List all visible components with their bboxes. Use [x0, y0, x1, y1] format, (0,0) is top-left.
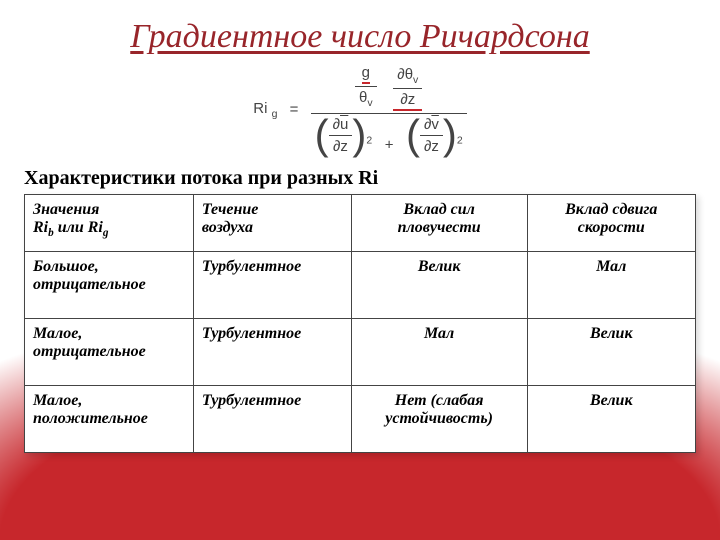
cell-shear: Мал	[527, 251, 695, 318]
equals-sign: =	[282, 101, 307, 118]
cell-buoyancy: Велик	[351, 251, 527, 318]
cell-values: Малое,отрицательное	[25, 318, 194, 385]
cell-buoyancy: Нет (слабаяустойчивость)	[351, 385, 527, 452]
table-caption: Характеристики потока при разных Ri	[24, 167, 696, 190]
richardson-formula: Ri g = g θv ∂θv ∂z (	[24, 64, 696, 155]
formula-main-fraction: g θv ∂θv ∂z ( ∂u ∂z )	[311, 64, 467, 155]
cell-flow: Турбулентное	[193, 318, 351, 385]
header-buoyancy: Вклад силпловучести	[351, 194, 527, 251]
table-header-row: Значения Rib или Rig Течениевоздуха Вкла…	[25, 194, 696, 251]
header-values: Значения Rib или Rig	[25, 194, 194, 251]
ri-table-wrapper: Значения Rib или Rig Течениевоздуха Вкла…	[24, 194, 696, 453]
ri-table: Значения Rib или Rig Течениевоздуха Вкла…	[24, 194, 696, 453]
cell-flow: Турбулентное	[193, 385, 351, 452]
table-row: Малое,отрицательное Турбулентное Мал Вел…	[25, 318, 696, 385]
header-shear: Вклад сдвигаскорости	[527, 194, 695, 251]
table-row: Большое,отрицательное Турбулентное Велик…	[25, 251, 696, 318]
cell-values: Малое,положительное	[25, 385, 194, 452]
cell-flow: Турбулентное	[193, 251, 351, 318]
header-flow: Течениевоздуха	[193, 194, 351, 251]
cell-buoyancy: Мал	[351, 318, 527, 385]
cell-shear: Велик	[527, 318, 695, 385]
table-row: Малое,положительное Турбулентное Нет (сл…	[25, 385, 696, 452]
formula-lhs: Ri g	[253, 100, 281, 117]
page-title: Градиентное число Ричардсона	[24, 18, 696, 56]
cell-values: Большое,отрицательное	[25, 251, 194, 318]
cell-shear: Велик	[527, 385, 695, 452]
